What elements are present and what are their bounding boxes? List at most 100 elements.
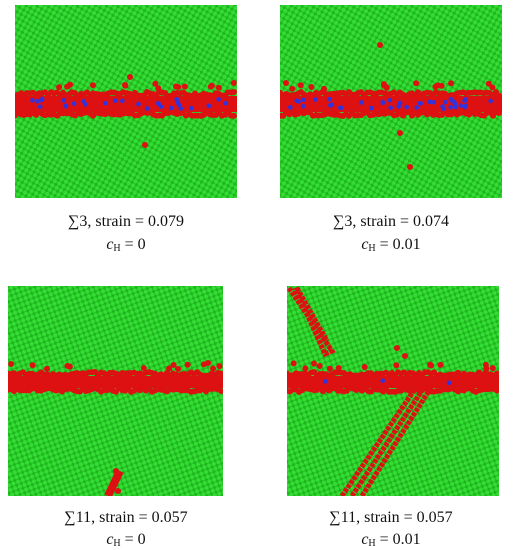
atom-red xyxy=(208,82,215,89)
atom-red xyxy=(181,83,188,90)
atom-red xyxy=(215,84,222,91)
atom-red xyxy=(380,81,387,88)
atom-blue xyxy=(368,105,374,111)
atom-red xyxy=(210,365,217,372)
atom-blue xyxy=(155,100,161,106)
atom-red xyxy=(231,89,237,96)
atom-red xyxy=(166,365,173,372)
atom-red xyxy=(152,80,159,87)
atom-red xyxy=(413,80,420,87)
atom-blue xyxy=(176,102,182,108)
stacking-fault xyxy=(359,384,435,496)
subscript: H xyxy=(113,538,121,549)
atom-red xyxy=(394,345,400,351)
caption: ∑11, strain = 0.057 xyxy=(271,508,511,528)
atom-blue xyxy=(388,105,393,110)
atom-blue xyxy=(448,96,454,102)
atom-red xyxy=(427,361,434,368)
atom-red xyxy=(393,362,400,369)
atom-blue xyxy=(313,97,318,102)
atom-red xyxy=(64,83,71,90)
snapshot xyxy=(287,286,499,496)
symbol: c xyxy=(361,531,369,548)
atom-red xyxy=(407,164,413,170)
atom-red xyxy=(142,142,148,148)
atom-red xyxy=(489,365,496,372)
atom-blue xyxy=(296,99,301,104)
atom-blue xyxy=(35,99,40,104)
atom-red xyxy=(494,370,499,377)
atom-blue xyxy=(417,100,423,106)
grain-boundary xyxy=(287,376,499,388)
stacking-fault xyxy=(104,469,124,496)
atom-blue xyxy=(81,99,87,104)
atom-red xyxy=(8,361,15,368)
atom-red xyxy=(29,362,36,369)
atom-red xyxy=(434,82,441,89)
snapshot xyxy=(8,286,223,496)
atom-red xyxy=(308,84,315,91)
atom-red xyxy=(175,365,182,372)
atom-blue xyxy=(102,100,108,106)
symbol: c xyxy=(106,531,114,548)
atom-red xyxy=(184,361,191,368)
caption: ∑3, strain = 0.079 xyxy=(6,212,246,232)
atom-blue xyxy=(323,379,328,384)
atom-blue xyxy=(39,96,45,102)
subscript: H xyxy=(368,538,376,549)
atom-blue xyxy=(178,106,184,111)
atom-red xyxy=(402,353,408,359)
atom-blue xyxy=(71,101,77,106)
caption: ∑3, strain = 0.074 xyxy=(271,212,511,232)
value: = 0 xyxy=(124,531,146,548)
caption-text: ∑11, strain = 0.057 xyxy=(64,509,188,526)
atom-red xyxy=(496,92,502,99)
snapshot xyxy=(280,5,502,198)
atom-blue xyxy=(359,100,364,105)
atom-blue xyxy=(188,105,194,111)
atom-red xyxy=(216,363,223,370)
stacking-fault xyxy=(349,384,428,496)
value: = 0.01 xyxy=(379,236,421,253)
atom-red xyxy=(170,361,177,368)
subscript: H xyxy=(368,243,376,254)
atom-blue xyxy=(120,98,125,104)
atom-blue xyxy=(37,104,43,110)
atom-blue xyxy=(30,98,35,103)
value: = 0 xyxy=(124,236,146,253)
atom-blue xyxy=(329,102,335,107)
atom-red xyxy=(494,387,499,394)
atom-red xyxy=(316,362,323,369)
concentration: cH = 0.01 xyxy=(271,235,511,259)
atom-blue xyxy=(168,105,174,111)
atom-blue xyxy=(301,97,306,103)
atom-red xyxy=(289,85,296,92)
symbol: c xyxy=(106,236,114,253)
atom-blue xyxy=(380,100,386,106)
grain-boundary xyxy=(8,376,223,388)
atom-blue xyxy=(431,99,437,105)
atom-blue xyxy=(446,380,452,386)
atom-red xyxy=(397,130,403,136)
caption-text: ∑3, strain = 0.079 xyxy=(68,213,184,230)
snapshot xyxy=(15,5,237,198)
subscript: H xyxy=(113,243,121,254)
atom-red xyxy=(335,365,342,372)
concentration: cH = 0 xyxy=(6,235,246,259)
atom-blue xyxy=(427,99,432,105)
atom-red xyxy=(127,74,133,80)
caption: ∑11, strain = 0.057 xyxy=(6,508,246,528)
atom-red xyxy=(297,82,304,89)
atom-blue xyxy=(144,106,150,111)
atom-red xyxy=(172,83,179,90)
atom-red xyxy=(437,361,444,368)
atom-blue xyxy=(136,101,141,107)
atom-red xyxy=(218,388,223,395)
atom-red xyxy=(205,360,212,367)
atom-blue xyxy=(441,106,446,112)
stacking-fault xyxy=(287,286,336,358)
atom-blue xyxy=(404,104,409,110)
stacking-fault xyxy=(294,286,330,343)
atom-red xyxy=(140,365,147,372)
